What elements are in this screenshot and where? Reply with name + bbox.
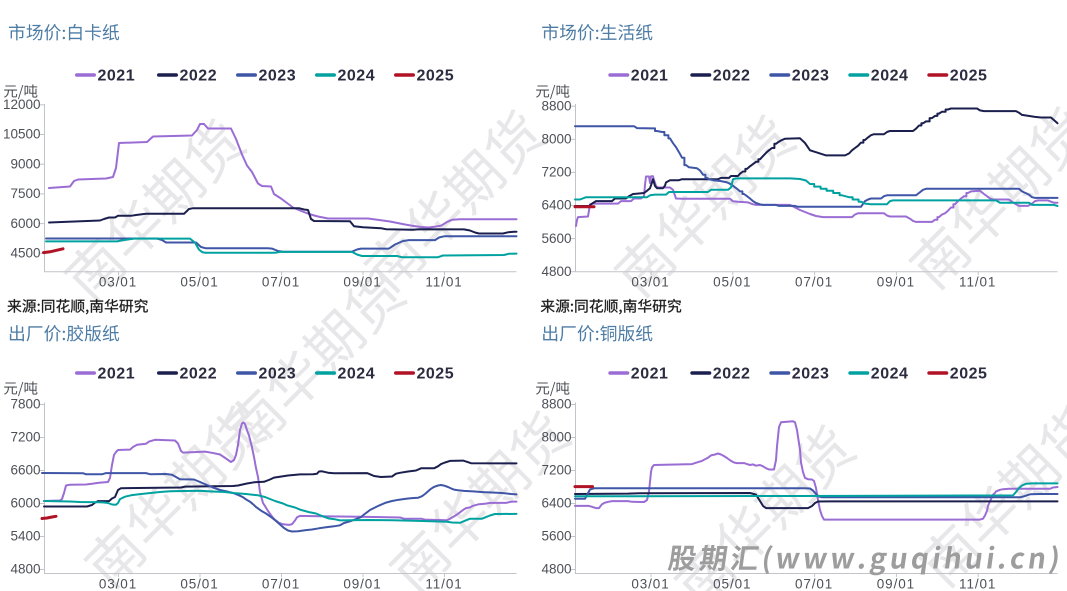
svg-text:09/01: 09/01 — [877, 576, 915, 591]
svg-text:8800: 8800 — [541, 98, 571, 113]
svg-text:2024: 2024 — [871, 366, 909, 383]
svg-text:07/01: 07/01 — [262, 576, 300, 591]
svg-text:05/01: 05/01 — [180, 275, 218, 290]
svg-text:2022: 2022 — [713, 366, 751, 383]
svg-text:5600: 5600 — [541, 529, 571, 544]
svg-text:11/01: 11/01 — [425, 576, 462, 591]
svg-text:07/01: 07/01 — [262, 275, 300, 290]
svg-text:09/01: 09/01 — [343, 576, 381, 591]
svg-text:8000: 8000 — [541, 132, 571, 147]
svg-text:11/01: 11/01 — [959, 576, 996, 591]
svg-text:12000: 12000 — [3, 97, 41, 112]
svg-text:2021: 2021 — [98, 68, 136, 85]
svg-text:6000: 6000 — [10, 216, 40, 231]
svg-text:2025: 2025 — [950, 366, 988, 383]
svg-text:09/01: 09/01 — [343, 275, 381, 290]
svg-text:5600: 5600 — [541, 231, 571, 246]
svg-text:4500: 4500 — [10, 246, 40, 261]
svg-text:07/01: 07/01 — [795, 275, 833, 290]
svg-text:8000: 8000 — [541, 430, 571, 445]
svg-text:2025: 2025 — [417, 366, 455, 383]
svg-text:05/01: 05/01 — [713, 576, 751, 591]
svg-text:2023: 2023 — [259, 68, 297, 85]
svg-text:03/01: 03/01 — [631, 275, 669, 290]
svg-text:2023: 2023 — [259, 366, 297, 383]
svg-text:05/01: 05/01 — [180, 576, 218, 591]
svg-text:8800: 8800 — [541, 397, 571, 412]
svg-text:9000: 9000 — [10, 156, 40, 171]
svg-text:2024: 2024 — [871, 68, 909, 85]
svg-text:2021: 2021 — [631, 68, 669, 85]
svg-text:03/01: 03/01 — [99, 275, 137, 290]
svg-text:7200: 7200 — [541, 463, 571, 478]
svg-text:11/01: 11/01 — [425, 275, 462, 290]
svg-text:2023: 2023 — [792, 68, 830, 85]
svg-text:2023: 2023 — [792, 366, 830, 383]
svg-text:09/01: 09/01 — [877, 275, 915, 290]
svg-text:5400: 5400 — [10, 529, 40, 544]
svg-text:11/01: 11/01 — [959, 275, 996, 290]
svg-text:2022: 2022 — [180, 68, 218, 85]
svg-text:2024: 2024 — [338, 68, 376, 85]
svg-text:2025: 2025 — [950, 68, 988, 85]
svg-text:7200: 7200 — [10, 430, 40, 445]
svg-text:4800: 4800 — [541, 562, 571, 577]
svg-text:2021: 2021 — [631, 366, 669, 383]
svg-text:2024: 2024 — [338, 366, 376, 383]
svg-text:2021: 2021 — [98, 366, 136, 383]
svg-text:6400: 6400 — [541, 496, 571, 511]
svg-text:7200: 7200 — [541, 165, 571, 180]
svg-text:03/01: 03/01 — [631, 576, 669, 591]
svg-text:2022: 2022 — [180, 366, 218, 383]
svg-text:07/01: 07/01 — [795, 576, 833, 591]
svg-text:6600: 6600 — [10, 463, 40, 478]
svg-text:6000: 6000 — [10, 496, 40, 511]
svg-text:7500: 7500 — [10, 186, 40, 201]
svg-text:10500: 10500 — [3, 127, 41, 142]
svg-text:4800: 4800 — [541, 264, 571, 279]
svg-text:05/01: 05/01 — [713, 275, 751, 290]
svg-text:6400: 6400 — [541, 198, 571, 213]
svg-text:2025: 2025 — [417, 68, 455, 85]
svg-text:7800: 7800 — [10, 397, 40, 412]
svg-text:4800: 4800 — [10, 562, 40, 577]
svg-text:03/01: 03/01 — [99, 576, 137, 591]
svg-text:2022: 2022 — [713, 68, 751, 85]
